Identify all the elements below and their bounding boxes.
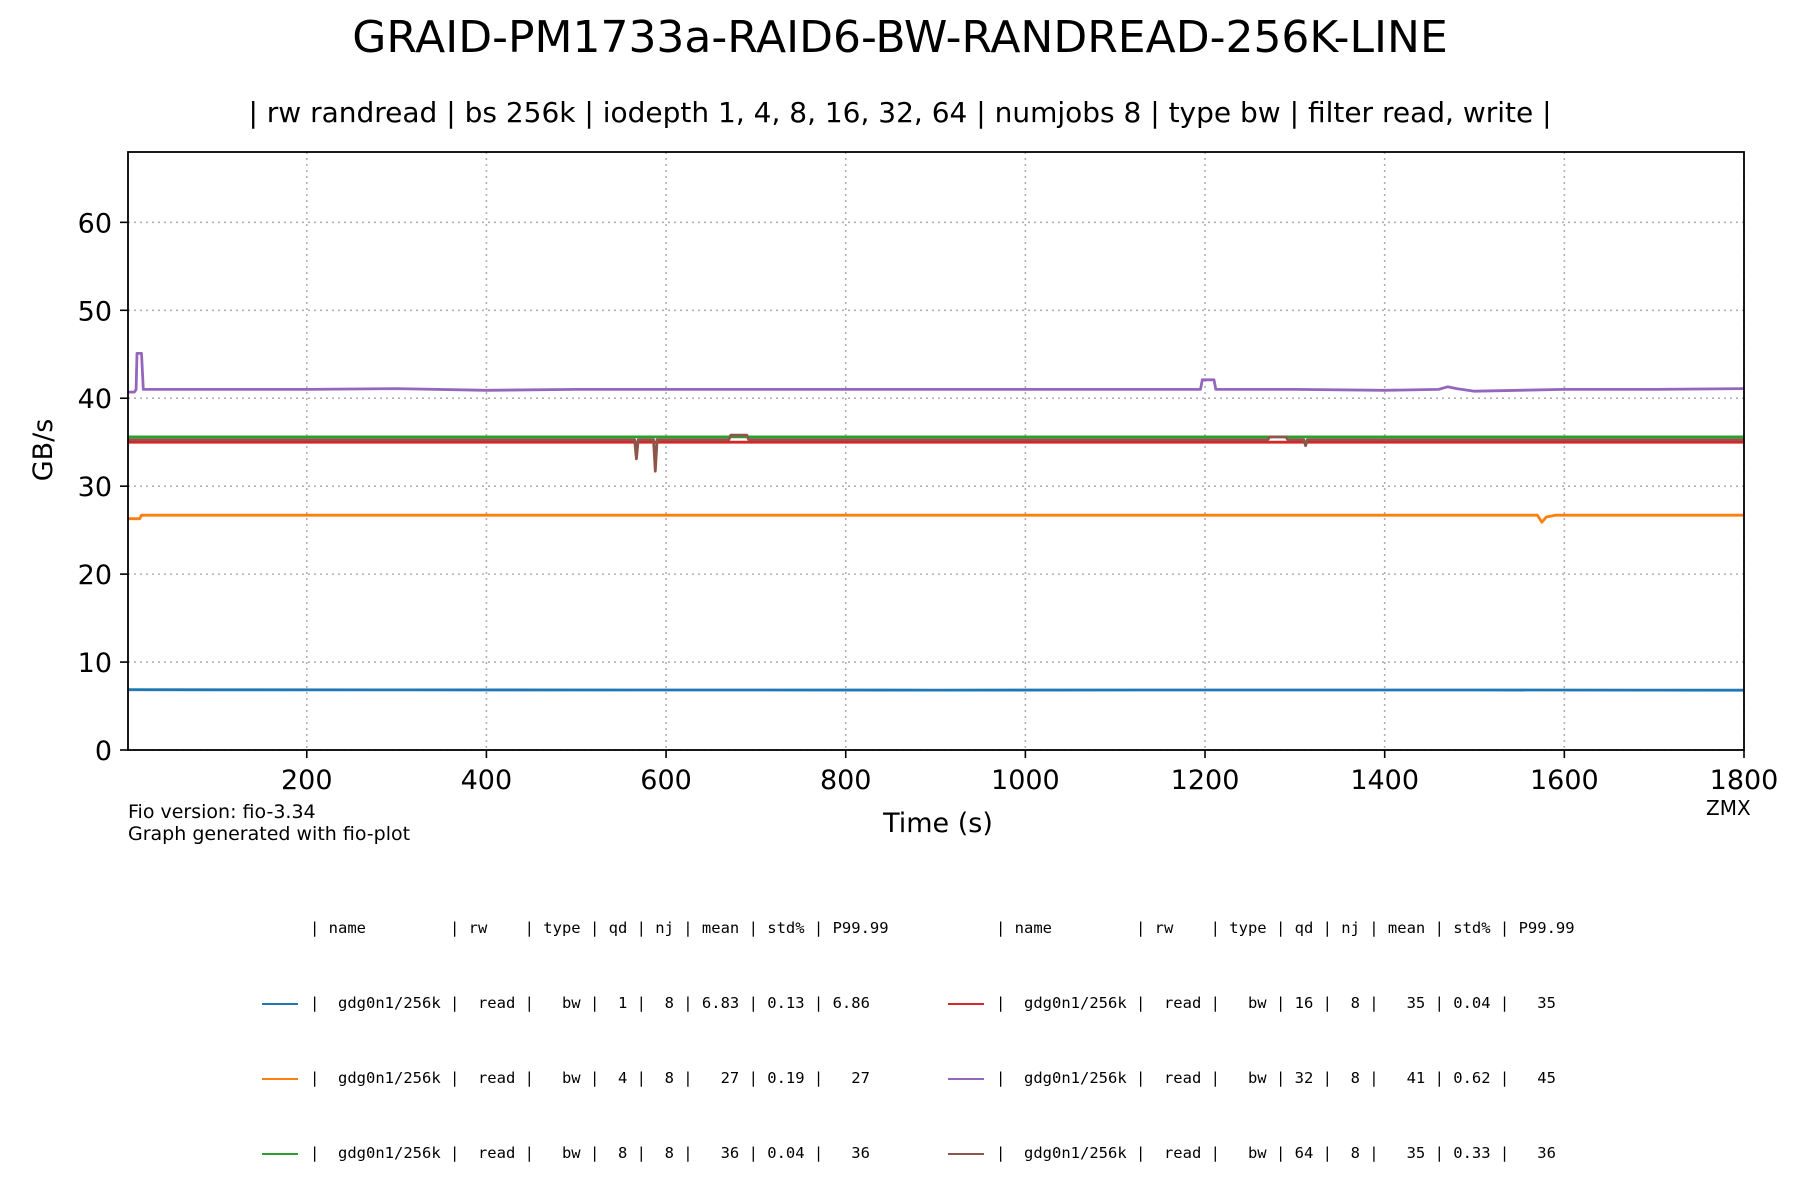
legend-left: | name | rw | type | qd | nj | mean | st… — [262, 866, 889, 1191]
y-tick-label: 50 — [78, 296, 112, 327]
legend-swatch — [948, 1152, 984, 1155]
legend-swatch — [262, 1152, 298, 1155]
series-line-qd-64 — [128, 433, 1744, 473]
legend-right: | name | rw | type | qd | nj | mean | st… — [948, 866, 1575, 1191]
x-tick-label: 800 — [820, 765, 872, 796]
x-tick-label: 1200 — [1171, 765, 1240, 796]
watermark: ZMX — [1706, 796, 1751, 820]
x-tick-label: 400 — [461, 765, 513, 796]
generator-note: Graph generated with fio-plot — [128, 823, 411, 845]
legend-entry: | gdg0n1/256k | read | bw | 4 | 8 | 27 |… — [310, 1069, 870, 1087]
legend-swatch — [262, 1077, 298, 1080]
legend-entry: | gdg0n1/256k | read | bw | 16 | 8 | 35 … — [996, 994, 1556, 1012]
plot-frame — [127, 151, 1745, 751]
series-line-qd-32 — [128, 351, 1745, 394]
legend-header: | name | rw | type | qd | nj | mean | st… — [996, 919, 1575, 937]
x-axis-label: Time (s) — [882, 808, 993, 839]
legend-swatch — [262, 1002, 298, 1005]
legend-entry: | gdg0n1/256k | read | bw | 32 | 8 | 41 … — [996, 1069, 1556, 1087]
series-line-qd-4 — [128, 513, 1744, 524]
axes: 200 400 600 800 1000 1200 1400 1600 1800 0 10 20 30 4… — [78, 151, 1779, 796]
x-tick-label: 1600 — [1530, 765, 1599, 796]
series-lines — [127, 351, 1745, 692]
legend-swatch — [948, 1077, 984, 1080]
y-tick-label: 0 — [95, 736, 112, 767]
grid-lines — [128, 152, 1745, 751]
fio-version-note: Fio version: fio-3.34 — [128, 801, 316, 823]
x-tick-label: 600 — [640, 765, 692, 796]
y-axis-label: GB/s — [28, 419, 59, 482]
y-tick-label: 40 — [78, 384, 112, 415]
legend-entry: | gdg0n1/256k | read | bw | 8 | 8 | 36 |… — [310, 1144, 870, 1162]
series-line-qd-1 — [127, 688, 1745, 692]
legend-swatch — [948, 1002, 984, 1005]
x-tick-label: 200 — [281, 765, 333, 796]
line-chart: 200 400 600 800 1000 1200 1400 1600 1800 0 10 20 30 4… — [28, 151, 1779, 839]
legend-header: | name | rw | type | qd | nj | mean | st… — [310, 919, 889, 937]
y-tick-label: 20 — [78, 560, 112, 591]
chart-title: GRAID-PM1733a-RAID6-BW-RANDREAD-256K-LIN… — [352, 12, 1448, 63]
y-tick-label: 30 — [78, 472, 112, 503]
legend-entry: | gdg0n1/256k | read | bw | 64 | 8 | 35 … — [996, 1144, 1556, 1162]
y-tick-label: 10 — [78, 648, 112, 679]
x-tick-label: 1400 — [1350, 765, 1419, 796]
chart-subtitle: | rw randread | bs 256k | iodepth 1, 4, … — [248, 96, 1552, 129]
y-tick-label: 60 — [78, 208, 112, 239]
x-tick-label: 1800 — [1710, 765, 1779, 796]
x-tick-label: 1000 — [991, 765, 1060, 796]
legend-entry: | gdg0n1/256k | read | bw | 1 | 8 | 6.83… — [310, 994, 870, 1012]
